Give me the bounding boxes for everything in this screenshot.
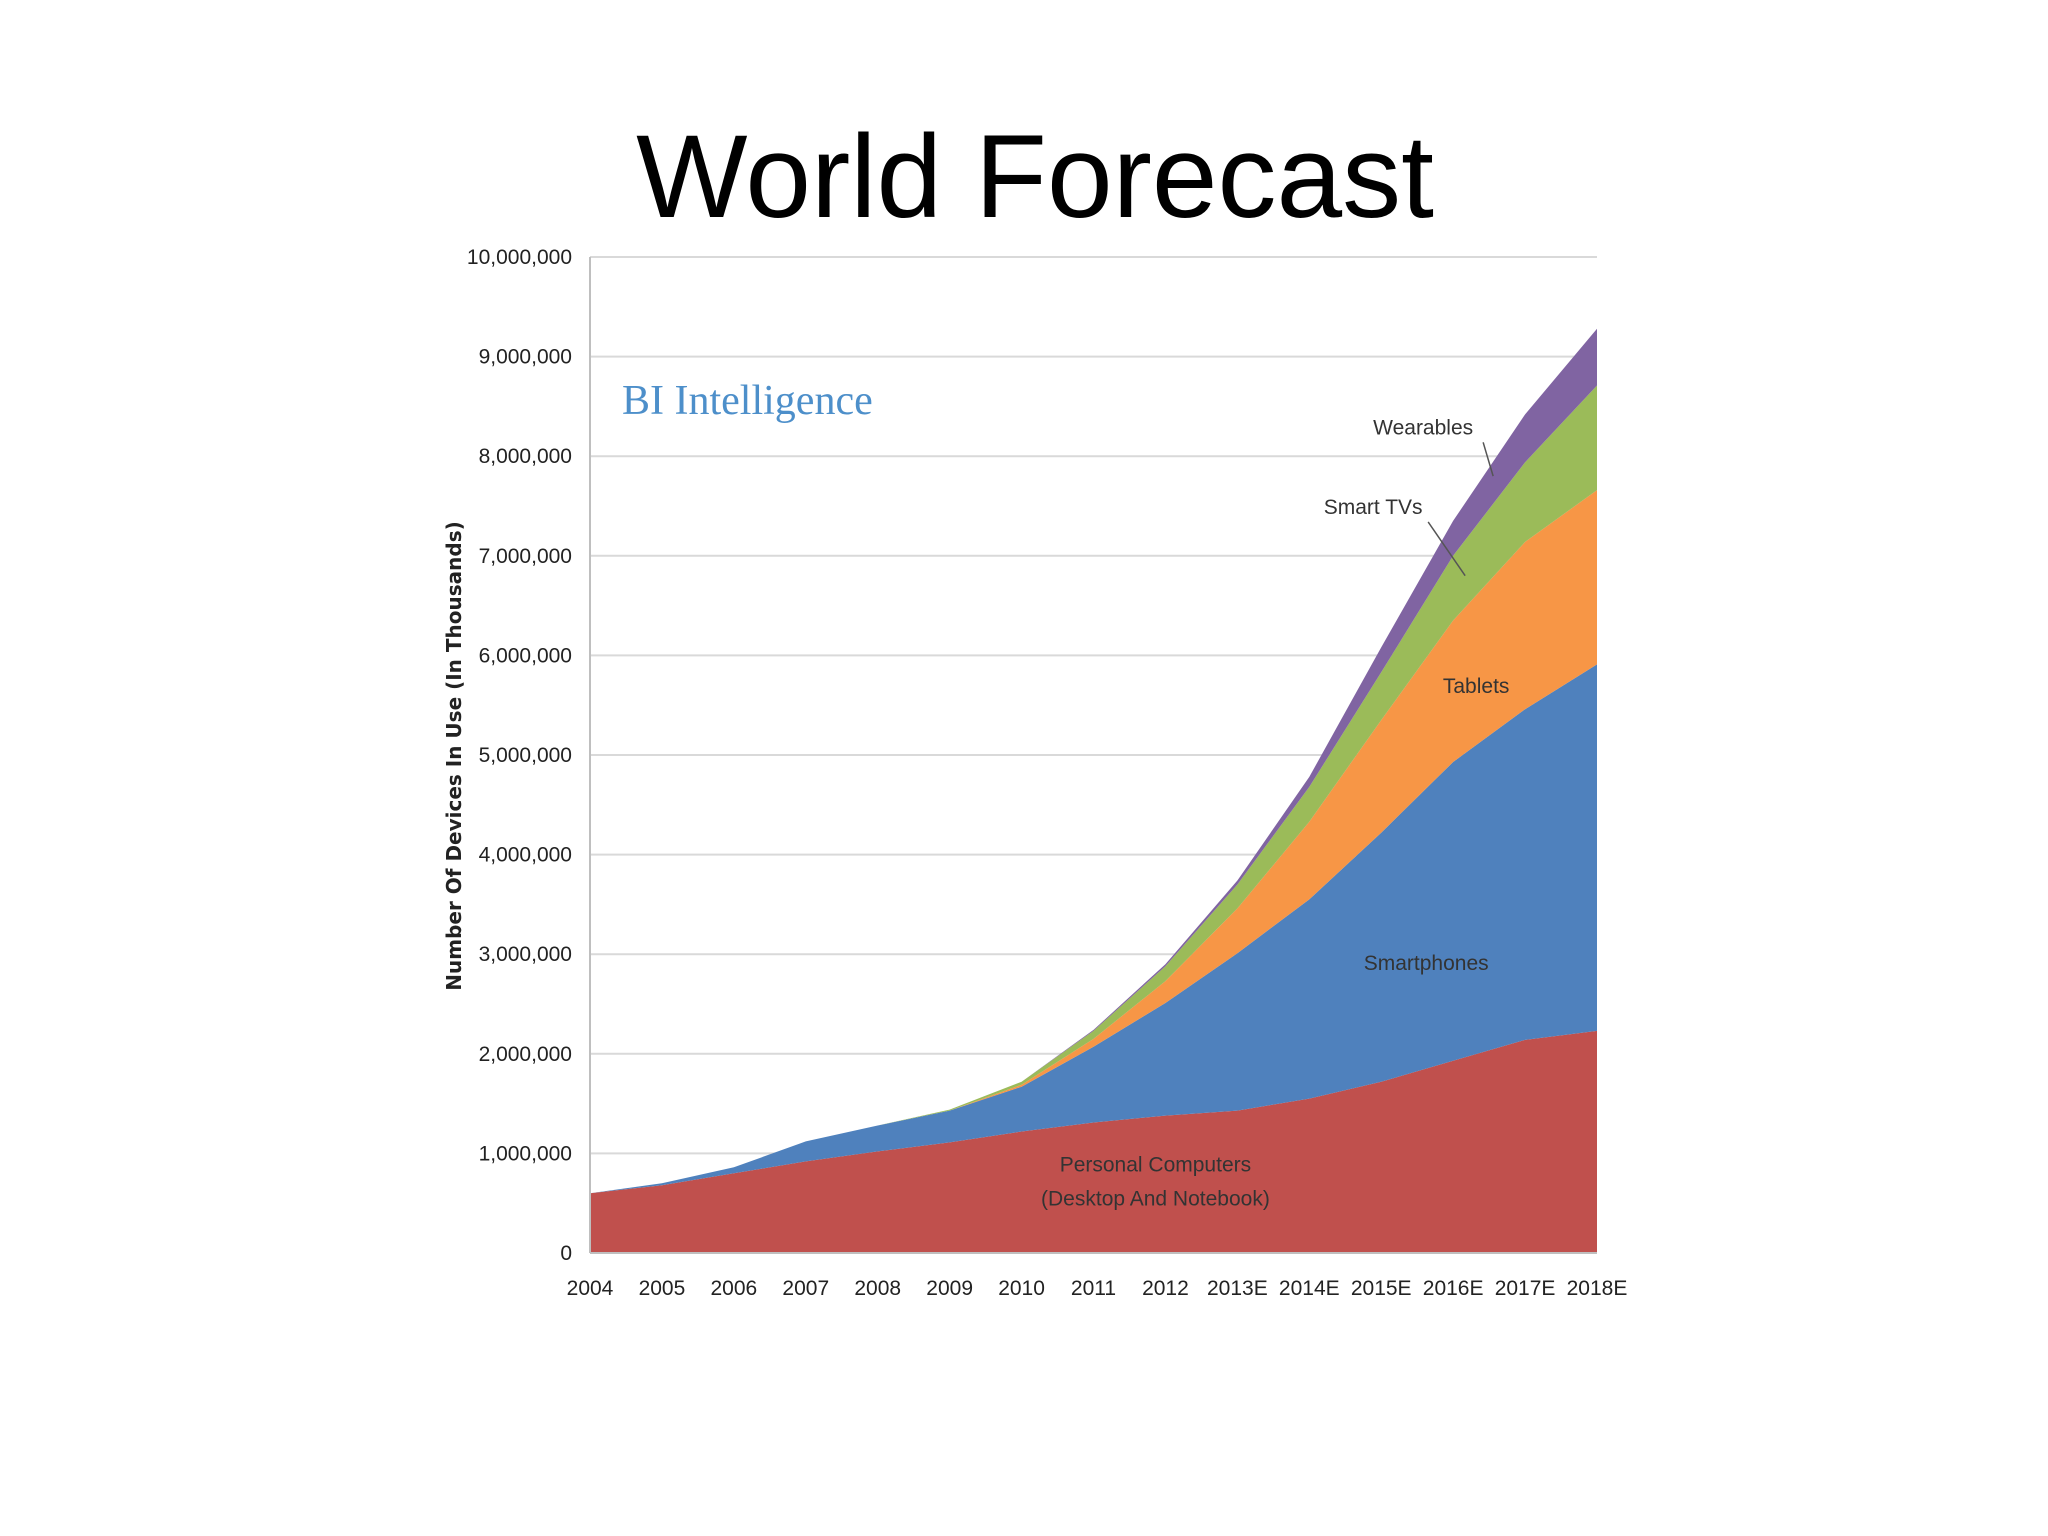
x-tick-label: 2014E [1279, 1277, 1340, 1300]
y-tick-label: 10,000,000 [467, 246, 572, 269]
area-smart-tvs [590, 385, 1597, 1194]
bi-intelligence-watermark: BI Intelligence [622, 378, 873, 424]
axes [589, 257, 1597, 1254]
x-tick-label: 2016E [1423, 1277, 1484, 1300]
y-tick-label: 4,000,000 [479, 844, 572, 867]
x-tick-label: 2009 [926, 1277, 973, 1300]
y-axis-label: Number Of Devices In Use (In Thousands) [442, 521, 466, 991]
x-tick-label: 2015E [1351, 1277, 1412, 1300]
wearables-leader [1482, 442, 1494, 477]
y-tick-label: 8,000,000 [479, 445, 572, 468]
x-tick-labels: 2004 2005 2006 2007 2008 2009 2010 2011 2012 2013… [567, 1277, 1628, 1300]
x-tick-label: 2011 [1071, 1277, 1116, 1300]
x-tick-label: 2005 [639, 1277, 686, 1300]
area-series [590, 328, 1597, 1253]
x-tick-label: 2013E [1207, 1277, 1268, 1300]
series-label: Tablets [1443, 675, 1510, 698]
y-tick-label: 2,000,000 [479, 1043, 572, 1066]
y-tick-label: 7,000,000 [479, 545, 572, 568]
series-annotations: Personal Computers (Desktop And Notebook)… [1041, 416, 1509, 1210]
y-tick-labels: 0 1,000,000 2,000,000 3,000,000 4,000,000 5,0… [467, 246, 572, 1265]
x-tick-label: 2004 [567, 1277, 614, 1300]
series-label: Smartphones [1364, 952, 1489, 975]
series-label: (Desktop And Notebook) [1041, 1187, 1270, 1210]
series-label: Personal Computers [1060, 1153, 1251, 1176]
x-tick-label: 2007 [782, 1277, 829, 1300]
x-tick-label: 2012 [1142, 1277, 1189, 1300]
x-tick-label: 2017E [1495, 1277, 1556, 1300]
y-tick-label: 1,000,000 [479, 1142, 572, 1165]
slide-title: World Forecast [636, 111, 1434, 243]
x-tick-label: 2008 [854, 1277, 901, 1300]
y-tick-label: 3,000,000 [479, 943, 572, 966]
smart-tvs-leader [1427, 521, 1466, 577]
area-personal-computers [590, 1030, 1597, 1253]
y-tick-label: 9,000,000 [479, 346, 572, 369]
series-label: Wearables [1373, 416, 1473, 439]
x-tick-label: 2006 [710, 1277, 757, 1300]
y-tick-label: 6,000,000 [479, 644, 572, 667]
y-tick-label: 5,000,000 [479, 744, 572, 767]
x-tick-label: 2010 [998, 1277, 1045, 1300]
y-tick-label: 0 [560, 1242, 572, 1265]
x-tick-label: 2018E [1567, 1277, 1628, 1300]
series-label: Smart TVs [1324, 496, 1423, 519]
area-smartphones [590, 664, 1597, 1194]
